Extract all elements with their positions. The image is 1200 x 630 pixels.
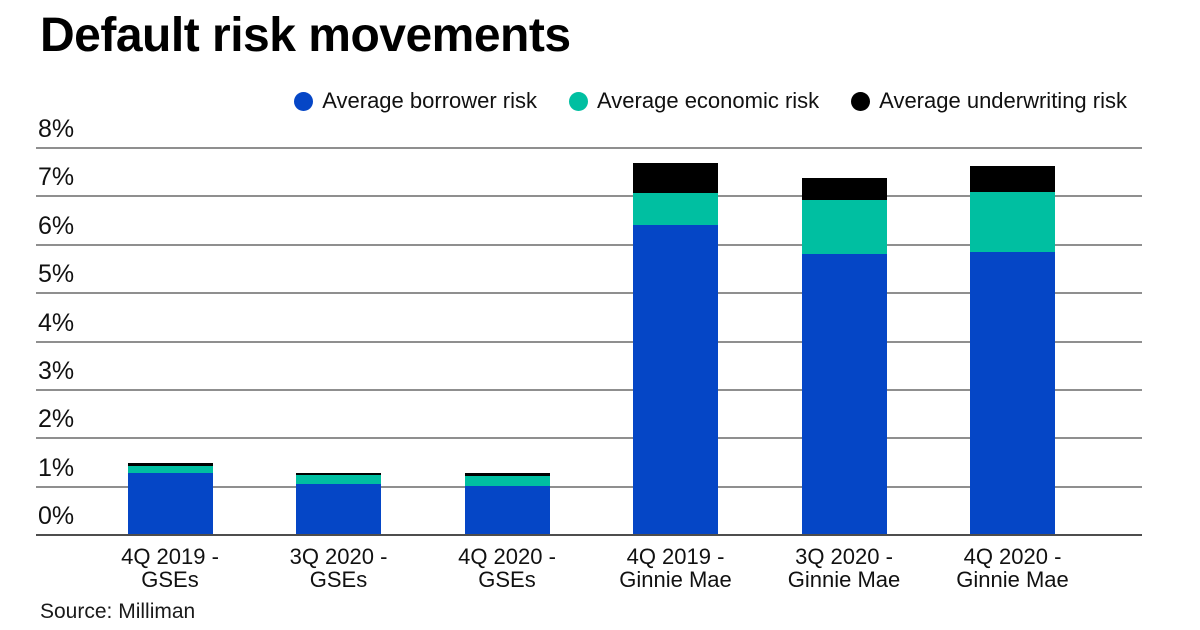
bar-segment-3q-2020-gses-average-economic-risk <box>296 475 381 484</box>
bar-segment-4q-2020-ginnie-mae-average-borrower-risk <box>970 252 1055 535</box>
x-tick-label-4q-2019-ginnie-mae: 4Q 2019 - Ginnie Mae <box>619 544 732 592</box>
y-tick-label-2pct: 2% <box>38 405 75 434</box>
bar-segment-4q-2020-gses-average-borrower-risk <box>464 486 550 535</box>
bar-4q-2019-ginnie-mae <box>633 163 718 535</box>
bar-segment-3q-2020-ginnie-mae-average-underwriting-risk <box>801 178 887 200</box>
source-attribution: Source: Milliman <box>40 600 196 623</box>
bar-segment-3q-2020-ginnie-mae-average-borrower-risk <box>801 254 887 535</box>
bar-segment-4q-2019-ginnie-mae-average-borrower-risk <box>633 225 718 535</box>
bar-4q-2020-gses <box>464 473 550 535</box>
bar-3q-2020-gses <box>296 473 381 535</box>
legend-dot-underwriting-risk-icon <box>851 91 871 111</box>
bar-segment-4q-2020-gses-average-economic-risk <box>464 476 550 486</box>
y-tick-label-1pct: 1% <box>38 453 75 482</box>
legend-dot-borrower-risk-icon <box>294 91 314 111</box>
bar-segment-4q-2019-ginnie-mae-average-economic-risk <box>633 193 718 225</box>
x-tick-label-4q-2020-gses: 4Q 2020 - GSEs <box>458 544 556 592</box>
bar-segment-3q-2020-ginnie-mae-average-economic-risk <box>801 200 887 254</box>
chart-title: Default risk movements <box>40 9 571 62</box>
bar-segment-3q-2020-gses-average-borrower-risk <box>296 484 381 535</box>
gridline-1pct <box>36 485 1142 488</box>
gridline-8pct <box>36 147 1142 149</box>
bar-segment-4q-2019-gses-average-underwriting-risk <box>127 463 213 466</box>
y-tick-label-7pct: 7% <box>38 163 75 192</box>
bar-segment-4q-2019-gses-average-borrower-risk <box>127 473 213 535</box>
gridline-5pct <box>36 292 1142 295</box>
legend-label-borrower-risk: Average borrower risk <box>322 88 538 113</box>
gridline-6pct <box>36 243 1142 246</box>
bar-3q-2020-ginnie-mae <box>801 178 887 535</box>
bar-4q-2019-gses <box>127 463 213 535</box>
bar-segment-4q-2019-gses-average-economic-risk <box>127 466 213 473</box>
legend-item-economic-risk: Average economic risk <box>569 88 819 114</box>
y-tick-label-4pct: 4% <box>38 308 75 337</box>
gridline-0pct <box>36 534 1142 536</box>
y-tick-label-5pct: 5% <box>38 260 75 289</box>
gridline-2pct <box>36 437 1142 440</box>
y-tick-label-0pct: 0% <box>38 502 75 530</box>
x-tick-label-4q-2019-gses: 4Q 2019 - GSEs <box>121 544 219 592</box>
legend-label-underwriting-risk: Average underwriting risk <box>879 88 1127 113</box>
legend-label-economic-risk: Average economic risk <box>597 88 820 113</box>
legend-item-borrower-risk: Average borrower risk <box>294 88 537 114</box>
bar-segment-4q-2020-ginnie-mae-average-economic-risk <box>970 192 1055 252</box>
y-tick-label-3pct: 3% <box>38 356 75 385</box>
x-tick-label-3q-2020-ginnie-mae: 3Q 2020 - Ginnie Mae <box>787 544 901 592</box>
y-tick-label-8pct: 8% <box>38 115 75 143</box>
x-tick-label-3q-2020-gses: 3Q 2020 - GSEs <box>289 544 388 592</box>
bar-segment-3q-2020-gses-average-underwriting-risk <box>296 473 381 475</box>
gridline-4pct <box>36 340 1142 343</box>
x-tick-label-4q-2020-ginnie-mae: 4Q 2020 - Ginnie Mae <box>956 544 1069 592</box>
y-tick-label-6pct: 6% <box>38 211 75 240</box>
legend-dot-economic-risk-icon <box>569 91 589 111</box>
bar-4q-2020-ginnie-mae <box>970 166 1055 535</box>
gridline-3pct <box>36 388 1142 391</box>
legend-item-underwriting-risk: Average underwriting risk <box>851 88 1127 114</box>
bar-segment-4q-2019-ginnie-mae-average-underwriting-risk <box>633 163 718 193</box>
bar-segment-4q-2020-ginnie-mae-average-underwriting-risk <box>970 166 1055 192</box>
legend: Average borrower risk Average economic r… <box>294 88 1127 114</box>
gridline-7pct <box>36 195 1142 198</box>
bar-segment-4q-2020-gses-average-underwriting-risk <box>464 473 550 476</box>
